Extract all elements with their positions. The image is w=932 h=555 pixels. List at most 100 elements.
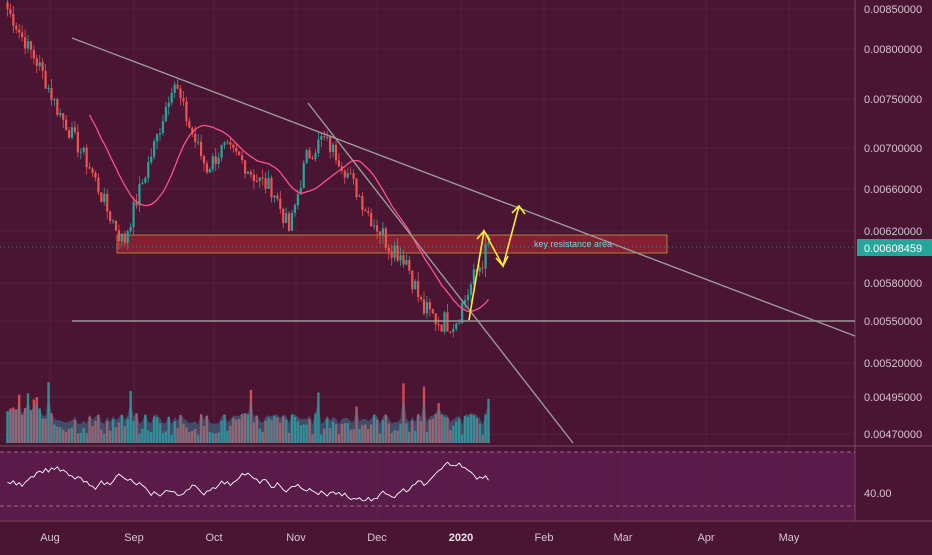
time-tick-label: Sep [124,532,144,544]
candle-body [317,139,320,154]
volume-bar [408,431,411,443]
volume-bar [458,418,461,443]
volume-bar [88,416,91,443]
rsi-axis-label: 40.00 [864,488,892,500]
candle-body [62,113,65,120]
volume-bar [349,429,352,443]
descending-trendline-steep[interactable] [307,102,574,444]
time-axis[interactable]: Aug Sep Oct Nov Dec 2020 Feb Mar Apr May [40,532,800,544]
time-tick-label: 2020 [449,532,473,544]
price-tick-label: 0.00580000 [864,278,922,290]
volume-bar [416,414,420,443]
volume-bar [334,424,338,443]
candle-body [82,147,85,152]
candle-body [197,141,200,143]
volume-bar [393,430,396,443]
volume-bar [202,426,206,443]
candle-body [387,247,390,252]
candle-body [79,151,82,153]
candle-body [6,2,9,10]
volume-bar [32,399,36,443]
volume-bar [214,433,217,443]
volume-bar [355,406,358,443]
projection-arrows[interactable] [468,204,526,321]
candle-body [343,170,346,178]
candle-body [399,255,402,261]
candle-body [314,153,317,160]
volume-bar [337,433,341,443]
volume-bar [367,428,370,443]
volume-bar [185,427,188,443]
price-tick-label: 0.00700000 [864,143,922,155]
volume-bar [305,424,308,443]
candle-body [396,245,399,261]
volume-bar [455,421,458,443]
candle-body [211,156,214,170]
volume-bar [405,423,408,443]
time-tick-label: Feb [535,532,554,544]
volume-bar [76,433,80,443]
volume-bar [425,431,429,443]
volume-bar [191,431,194,443]
volume-bar [352,429,355,443]
candle-body [255,181,258,183]
volume-bar [279,422,282,443]
candle-body [293,205,297,213]
volume-bar [252,422,256,443]
candle-body [164,106,167,122]
arrowhead-top [476,229,491,241]
volume-bar [50,413,53,443]
volume-bar [161,432,165,443]
price-axis[interactable]: 0.00850000 0.00800000 0.00750000 0.00700000… [864,4,922,441]
volume-bar [38,408,41,443]
volume-bar [390,432,393,443]
candle-body [179,88,182,99]
volume-bar [138,433,141,443]
candle-body [170,92,173,103]
volume-bar [129,391,132,443]
candle-body [70,127,74,138]
volume-bar [399,423,402,443]
descending-trendline-upper[interactable] [71,37,856,337]
volume-bar [73,419,77,443]
candlesticks [6,0,490,338]
candle-body [97,177,100,193]
volume-bar [47,382,50,443]
candle-body [449,331,452,333]
volume-average-area [6,395,490,443]
current-price-label-bg [857,239,932,256]
candle-body [167,102,170,107]
candle-body [243,160,247,174]
candle-body [41,62,44,72]
price-axis-background [855,0,932,550]
volume-bar [361,425,364,443]
candle-body [235,147,238,152]
volume-bar [437,402,440,443]
candle-body [472,269,475,285]
moving-average-line [89,114,489,313]
candle-body [117,230,121,242]
volume-bar [396,430,399,443]
volume-bar [293,416,297,443]
volume-bars [6,382,490,443]
candle-body [147,162,150,178]
candle-body [252,174,255,182]
volume-bar [478,423,481,443]
candle-body [94,172,97,178]
candle-body [287,213,291,231]
candle-body [15,25,18,30]
time-tick-label: Aug [40,532,60,544]
resistance-annotation: key resistance area [534,239,612,249]
volume-bar [431,418,434,443]
volume-bar [323,428,326,443]
candle-body [208,169,211,173]
candle-body [326,137,329,139]
candle-body [361,196,364,210]
candle-body [461,303,464,324]
candle-body [67,130,71,138]
volume-bar [270,419,273,443]
volume-bar [196,434,200,443]
volume-bar [6,411,9,443]
